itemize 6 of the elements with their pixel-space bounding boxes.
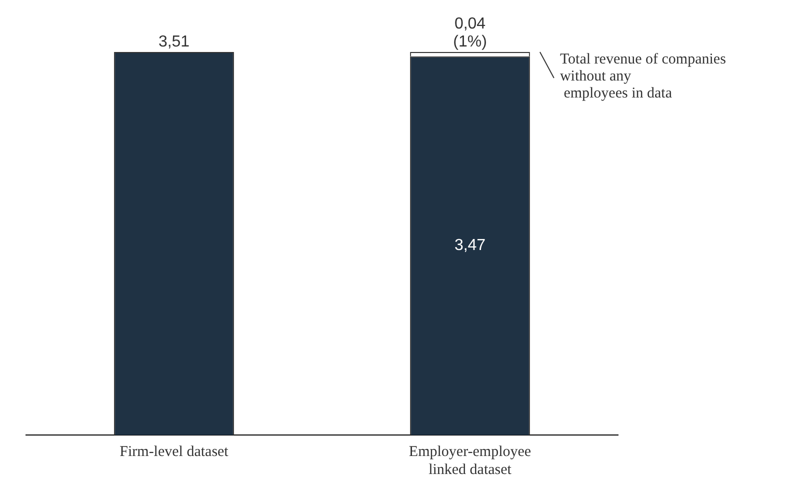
x-tick-label: Firm-level dataset [120, 444, 230, 460]
annotation: Total revenue of companies without any employees in data [560, 51, 726, 102]
data-label: 0,04 (1%) [453, 15, 487, 50]
data-label: 3,51 [158, 33, 190, 50]
data-label: 3,47 [454, 237, 486, 254]
x-tick-label: Employer-employee linked dataset [408, 444, 532, 478]
